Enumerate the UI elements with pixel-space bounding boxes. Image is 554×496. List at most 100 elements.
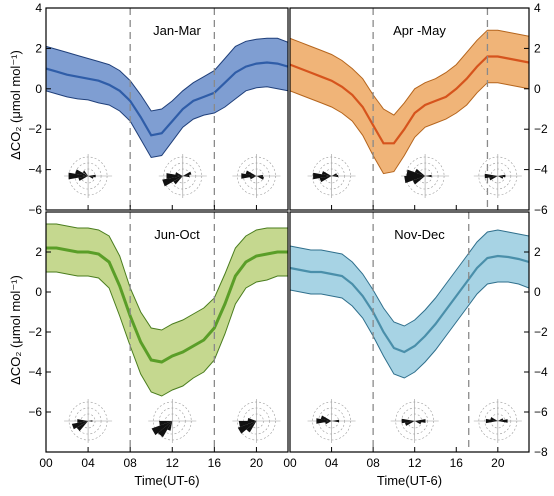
wind-rose-petal xyxy=(237,421,257,434)
wind-rose-petal xyxy=(406,169,426,176)
y-tick-label: −2 xyxy=(534,122,548,136)
y-tick-label: 0 xyxy=(35,82,42,96)
y-axis-title-top: ΔCO₂ (μmol mol⁻¹) xyxy=(8,50,23,160)
wind-rose-petal xyxy=(162,176,183,187)
upper-bound-line xyxy=(290,229,529,327)
y-tick-label: 0 xyxy=(35,285,42,299)
wind-rose-petal xyxy=(490,417,498,421)
y-tick-label: −6 xyxy=(534,203,548,217)
wind-rose xyxy=(148,399,197,443)
wind-rose-petal xyxy=(319,176,332,183)
y-tick-label: 4 xyxy=(534,1,541,15)
wind-rose-petal xyxy=(321,171,332,176)
wind-rose-petal xyxy=(249,176,257,180)
wind-rose-petal xyxy=(75,169,89,176)
panel-1: −6 −4 −2 0 2 4 Apr -May xyxy=(289,1,548,217)
panel-frame xyxy=(289,7,530,211)
wind-rose-petal xyxy=(77,419,89,423)
x-axis-title: Time(UT-6) xyxy=(377,473,442,488)
x-tick-label: 12 xyxy=(166,456,180,470)
y-tick-label: −8 xyxy=(534,445,548,459)
wind-rose xyxy=(64,399,113,443)
wind-rose-petal xyxy=(497,419,508,423)
wind-rose-petal xyxy=(246,421,257,433)
wind-rose-petal xyxy=(412,176,426,185)
wind-rose-petal xyxy=(247,418,257,421)
range-band xyxy=(46,224,288,396)
plot-area xyxy=(46,212,288,452)
mean-line xyxy=(290,254,529,354)
plot-area xyxy=(46,8,288,210)
y-tick-label: 2 xyxy=(534,245,541,259)
plot-area xyxy=(290,8,529,210)
wind-rose-petal xyxy=(157,421,173,438)
x-tick-label: 04 xyxy=(81,456,95,470)
wind-rose-petal xyxy=(182,174,190,178)
panel-2: −6 −4 −2 0 2 00 04 08 12 16 20 Time(UT-6) Jun-Oct xyxy=(28,211,289,488)
wind-rose xyxy=(401,154,450,198)
lower-bound-line xyxy=(46,271,288,397)
wind-rose-petal xyxy=(425,174,432,178)
x-tick-label: 08 xyxy=(366,456,380,470)
x-tick-label: 16 xyxy=(450,456,464,470)
y-tick-label: 2 xyxy=(35,245,42,259)
wind-rose-petal xyxy=(78,176,89,181)
upper-bound-line xyxy=(290,29,529,116)
upper-bound-line xyxy=(46,223,288,331)
wind-rose-petal xyxy=(414,168,426,176)
panel-frame xyxy=(45,7,289,211)
wind-rose-petal xyxy=(401,418,415,424)
panel-title: Jun-Oct xyxy=(154,227,200,242)
wind-rose-petal xyxy=(166,173,183,179)
wind-rose xyxy=(390,399,439,443)
x-tick-label: 00 xyxy=(39,456,53,470)
y-tick-label: 2 xyxy=(534,41,541,55)
x-tick-label: 08 xyxy=(123,456,137,470)
wind-rose-petal xyxy=(485,418,498,424)
y-tick-label: −6 xyxy=(28,405,42,419)
wind-rose xyxy=(473,154,522,198)
x-tick-label: 04 xyxy=(325,456,339,470)
wind-rose-petal xyxy=(497,418,504,421)
wind-rose-petal xyxy=(245,170,257,176)
x-tick-label: 00 xyxy=(283,456,297,470)
wind-rose-petal xyxy=(313,172,332,180)
wind-rose-petal xyxy=(238,421,257,427)
panel-title: Nov-Dec xyxy=(394,227,445,242)
wind-rose-petal xyxy=(316,418,332,424)
x-tick-label: 20 xyxy=(250,456,264,470)
wind-rose xyxy=(232,154,281,198)
wind-rose-petal xyxy=(497,176,504,179)
wind-rose-petal xyxy=(256,176,264,180)
wind-rose-petal xyxy=(71,421,89,430)
wind-rose-petal xyxy=(414,419,426,423)
y-tick-label: −4 xyxy=(28,365,42,379)
y-tick-label: 0 xyxy=(534,285,541,299)
y-tick-label: −6 xyxy=(28,203,42,217)
y-tick-label: 4 xyxy=(35,1,42,15)
wind-rose-petal xyxy=(175,172,183,176)
wind-rose-petal xyxy=(182,171,192,176)
wind-rose-petal xyxy=(320,415,332,421)
wind-rose-petal xyxy=(159,421,173,426)
wind-rose-petal xyxy=(167,421,173,431)
panel-title: Apr -May xyxy=(393,23,446,38)
wind-rose-petal xyxy=(325,421,332,425)
lower-bound-line xyxy=(290,82,529,175)
range-band xyxy=(290,30,529,174)
lower-bound-line xyxy=(46,86,288,159)
wind-rose xyxy=(158,154,207,198)
wind-rose-petal xyxy=(88,176,94,179)
wind-rose xyxy=(232,399,281,443)
wind-rose-petal xyxy=(331,419,340,423)
wind-rose xyxy=(307,399,356,443)
wind-rose-petal xyxy=(173,176,183,185)
y-tick-label: −4 xyxy=(534,163,548,177)
wind-rose-petal xyxy=(151,421,173,436)
wind-rose-petal xyxy=(489,176,498,181)
wind-rose-petal xyxy=(331,173,337,176)
wind-rose xyxy=(307,154,356,198)
range-band xyxy=(46,38,288,158)
y-tick-label: −4 xyxy=(28,163,42,177)
